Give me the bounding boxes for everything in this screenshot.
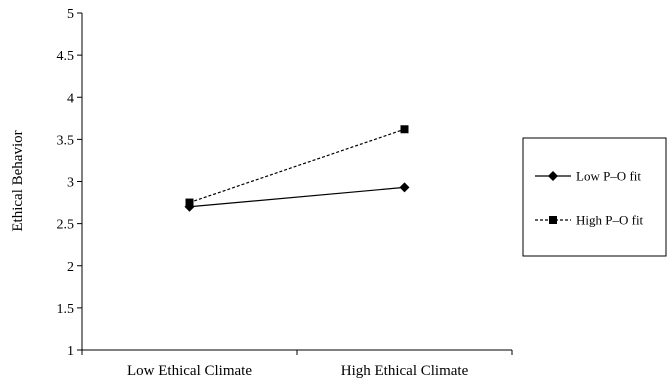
data-point-series-2 (400, 125, 409, 134)
y-tick-label: 1.5 (57, 302, 75, 317)
legend-marker-2 (549, 216, 557, 224)
plot-area: 1 1.5 2 2.5 3 3.5 4 4.5 5 Low Ethical Climate High… (57, 7, 513, 379)
y-tick-label: 5 (67, 7, 74, 22)
y-tick-label: 1 (67, 344, 74, 359)
y-tick-label: 4.5 (57, 49, 75, 64)
legend-box (522, 137, 667, 257)
legend-marker-1 (548, 171, 558, 181)
data-point-series-2 (185, 198, 194, 207)
legend-label-1: Low P–O fit (576, 169, 641, 184)
legend: Low P–O fit High P–O fit (522, 137, 667, 257)
y-tick-label: 4 (67, 91, 74, 106)
data-point-series-1 (399, 182, 410, 193)
series-line-1 (189, 186, 405, 208)
y-tick-label: 3.5 (57, 133, 75, 148)
series-line-2 (189, 128, 405, 204)
legend-label-2: High P–O fit (576, 213, 644, 228)
y-tick-label: 2.5 (57, 218, 75, 233)
y-axis-label: Ethical Behavior (10, 130, 26, 231)
y-tick-label: 3 (67, 176, 74, 191)
x-tick-label: High Ethical Climate (341, 363, 469, 379)
y-tick-label: 2 (67, 260, 74, 275)
x-tick-label: Low Ethical Climate (127, 363, 252, 379)
